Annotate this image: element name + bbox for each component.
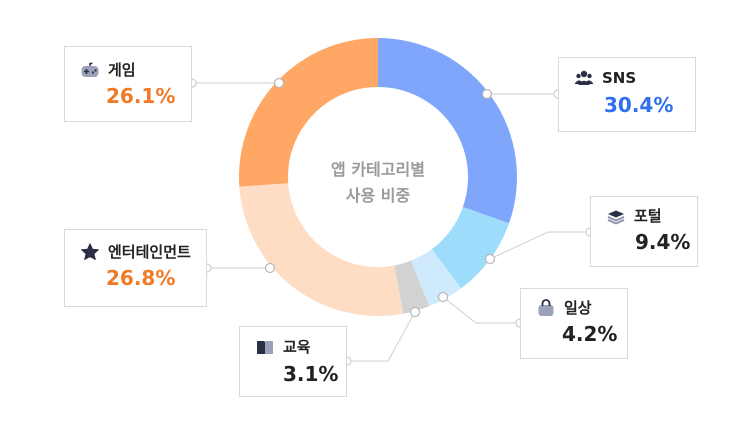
slice-label: 게임 [108, 61, 136, 79]
slice-label: 일상 [564, 299, 592, 317]
slice-label: 엔터테인먼트 [108, 243, 191, 261]
leader-slice-dot [484, 253, 496, 265]
leader-line [442, 296, 520, 324]
slice-label: 포털 [634, 207, 662, 225]
leader-slice-dot [437, 291, 449, 303]
layers-icon [606, 206, 626, 226]
label-box [590, 196, 698, 267]
legend-label: 엔터테인먼트 [80, 241, 191, 262]
leader-line [347, 311, 416, 362]
slice-1 [378, 38, 517, 224]
legend-label: 게임 [80, 59, 136, 80]
data-label: 4.2% [562, 322, 618, 346]
data-label: 26.8% [106, 266, 176, 290]
gamepad-icon [80, 60, 100, 80]
leader-slice-dot [481, 88, 493, 100]
data-label: 3.1% [283, 362, 339, 386]
chart-title: 앱 카테고리별 [331, 160, 425, 179]
data-label: 9.4% [635, 230, 691, 254]
legend-label: 교육 [255, 336, 311, 357]
label-box [64, 229, 207, 307]
slice-2 [431, 206, 510, 289]
leader-line [489, 231, 590, 260]
users-icon [574, 68, 594, 88]
bag-icon [536, 298, 556, 318]
label-box [239, 326, 347, 397]
data-label: 30.4% [604, 93, 674, 117]
label-box [520, 288, 628, 359]
slice-label: 교육 [283, 338, 311, 356]
legend-label: SNS [574, 68, 636, 88]
slice-6 [238, 38, 378, 187]
label-box [64, 46, 192, 122]
star-icon [80, 242, 100, 262]
legend-label: 포털 [606, 205, 662, 226]
data-label: 26.1% [106, 84, 176, 108]
leader-slice-dot [409, 306, 421, 318]
leader-slice-dot [264, 262, 276, 274]
slice-4 [394, 260, 430, 314]
slice-5 [239, 183, 404, 316]
legend-label: 일상 [536, 297, 592, 318]
chart-center-title: 앱 카테고리별 사용 비중 [303, 157, 453, 209]
leader-slice-dot [273, 77, 285, 89]
chart-subtitle: 사용 비중 [345, 186, 411, 205]
slice-3 [411, 249, 462, 307]
label-box [558, 57, 696, 132]
slice-label: SNS [602, 69, 637, 87]
book-icon [255, 337, 275, 357]
